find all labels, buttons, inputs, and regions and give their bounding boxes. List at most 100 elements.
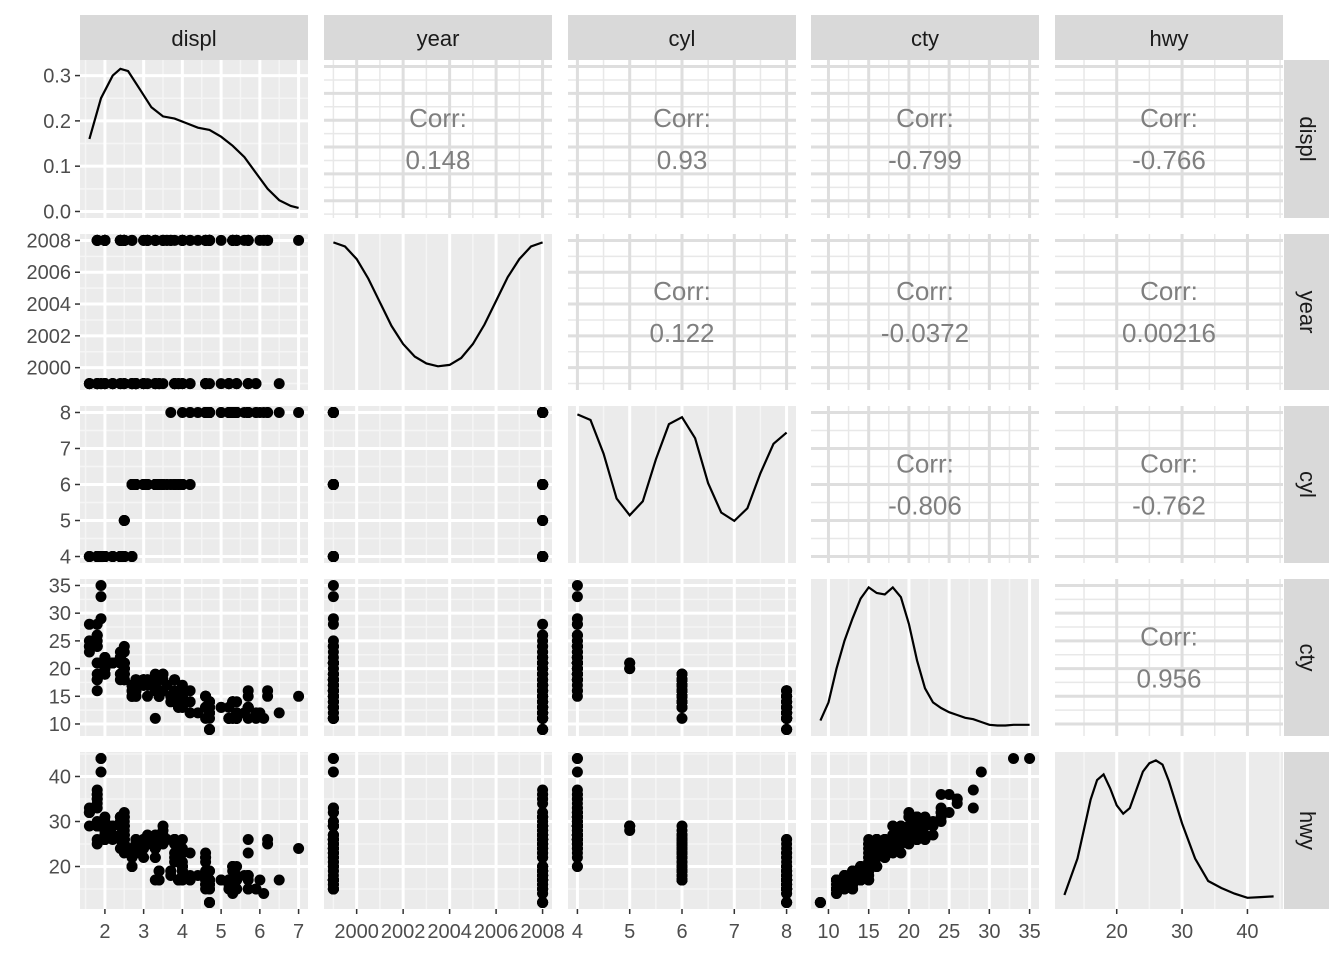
panel-cty-displ (80, 579, 308, 736)
strip-right-label-cty: cty (1295, 643, 1320, 671)
x-tick-label-cty: 10 (817, 921, 839, 943)
corr-label: Corr: (1140, 276, 1198, 306)
panel-displ-displ (80, 60, 308, 218)
point (161, 479, 173, 490)
point (293, 690, 305, 702)
point (223, 378, 235, 390)
point (118, 515, 130, 526)
point (537, 825, 549, 836)
density-line-year (333, 241, 543, 368)
point (327, 479, 339, 490)
point (99, 551, 111, 562)
point (161, 679, 173, 691)
point (215, 378, 227, 390)
point (537, 407, 549, 418)
x-tick-label-hwy: 40 (1236, 921, 1258, 943)
point (327, 591, 339, 603)
x-tick-label-year: 2004 (427, 921, 472, 943)
density-line-hwy (1063, 759, 1274, 899)
point (273, 707, 285, 719)
point (91, 640, 103, 652)
corr-label: Corr: (409, 103, 467, 133)
point (142, 234, 153, 246)
corr-label: Corr: (653, 103, 711, 133)
point (184, 407, 196, 418)
point (537, 657, 549, 669)
point (176, 407, 188, 418)
corr-label: Corr: (896, 449, 954, 479)
panel-cty-year (324, 579, 552, 736)
point (184, 685, 196, 697)
point (571, 834, 583, 845)
point (831, 874, 842, 886)
point (863, 852, 875, 863)
point (927, 829, 939, 841)
point (327, 551, 339, 562)
x-tick-label-cyl: 6 (676, 921, 687, 943)
x-tick-label-cty: 35 (1018, 921, 1040, 943)
point (571, 843, 583, 854)
point (943, 789, 955, 800)
point (855, 874, 867, 886)
point (176, 479, 188, 490)
point (130, 674, 142, 686)
point (95, 580, 107, 591)
point (192, 234, 204, 246)
point (537, 861, 549, 872)
point (242, 870, 254, 881)
point (537, 870, 549, 881)
point (967, 802, 979, 814)
x-tick-label-cty: 30 (978, 921, 1000, 943)
y-tick-label-cyl: 7 (60, 438, 71, 460)
point (273, 874, 285, 886)
point (161, 234, 173, 246)
point (537, 618, 549, 630)
panel-bg (1055, 60, 1283, 218)
point (149, 843, 161, 854)
y-tick-label-cty: 20 (49, 659, 71, 681)
panel-displ-hwy: Corr: -0.766 (1055, 60, 1283, 218)
panel-year-cty: Corr: -0.0372 (811, 234, 1039, 390)
corr-value: -0.0372 (881, 318, 969, 348)
point (571, 613, 583, 625)
y-tick-label-year: 2002 (27, 326, 72, 348)
point (227, 861, 239, 872)
point (327, 640, 339, 652)
panel-bg (80, 234, 308, 390)
point (887, 847, 899, 859)
x-tick-label-year: 2006 (474, 921, 519, 943)
y-tick-label-year: 2004 (27, 294, 72, 316)
y-tick-label-cyl: 5 (60, 511, 71, 533)
density-line-displ (88, 67, 299, 209)
point (262, 838, 274, 850)
point (327, 847, 339, 859)
point (231, 883, 243, 895)
point (95, 613, 107, 625)
strip-right-label-cyl: cyl (1295, 471, 1320, 498)
point (537, 679, 549, 691)
density-line-cty (819, 585, 1030, 727)
y-tick-label-cty: 15 (49, 686, 71, 708)
point (327, 865, 339, 877)
point (571, 852, 583, 863)
point (879, 834, 891, 845)
point (967, 784, 979, 796)
corr-value: 0.956 (1136, 664, 1201, 694)
panel-year-cyl: Corr: 0.122 (568, 234, 796, 390)
point (138, 674, 150, 686)
y-tick-label-cty: 35 (49, 575, 71, 597)
point (327, 883, 339, 895)
point (169, 378, 181, 390)
point (676, 847, 688, 859)
point (863, 834, 875, 845)
point (91, 802, 103, 814)
point (231, 707, 243, 719)
point (107, 551, 119, 562)
point (204, 724, 215, 735)
point (153, 378, 165, 390)
point (215, 874, 227, 886)
point (204, 407, 215, 418)
x-tick-label-cty: 25 (938, 921, 960, 943)
point (99, 825, 111, 836)
point (293, 843, 305, 854)
